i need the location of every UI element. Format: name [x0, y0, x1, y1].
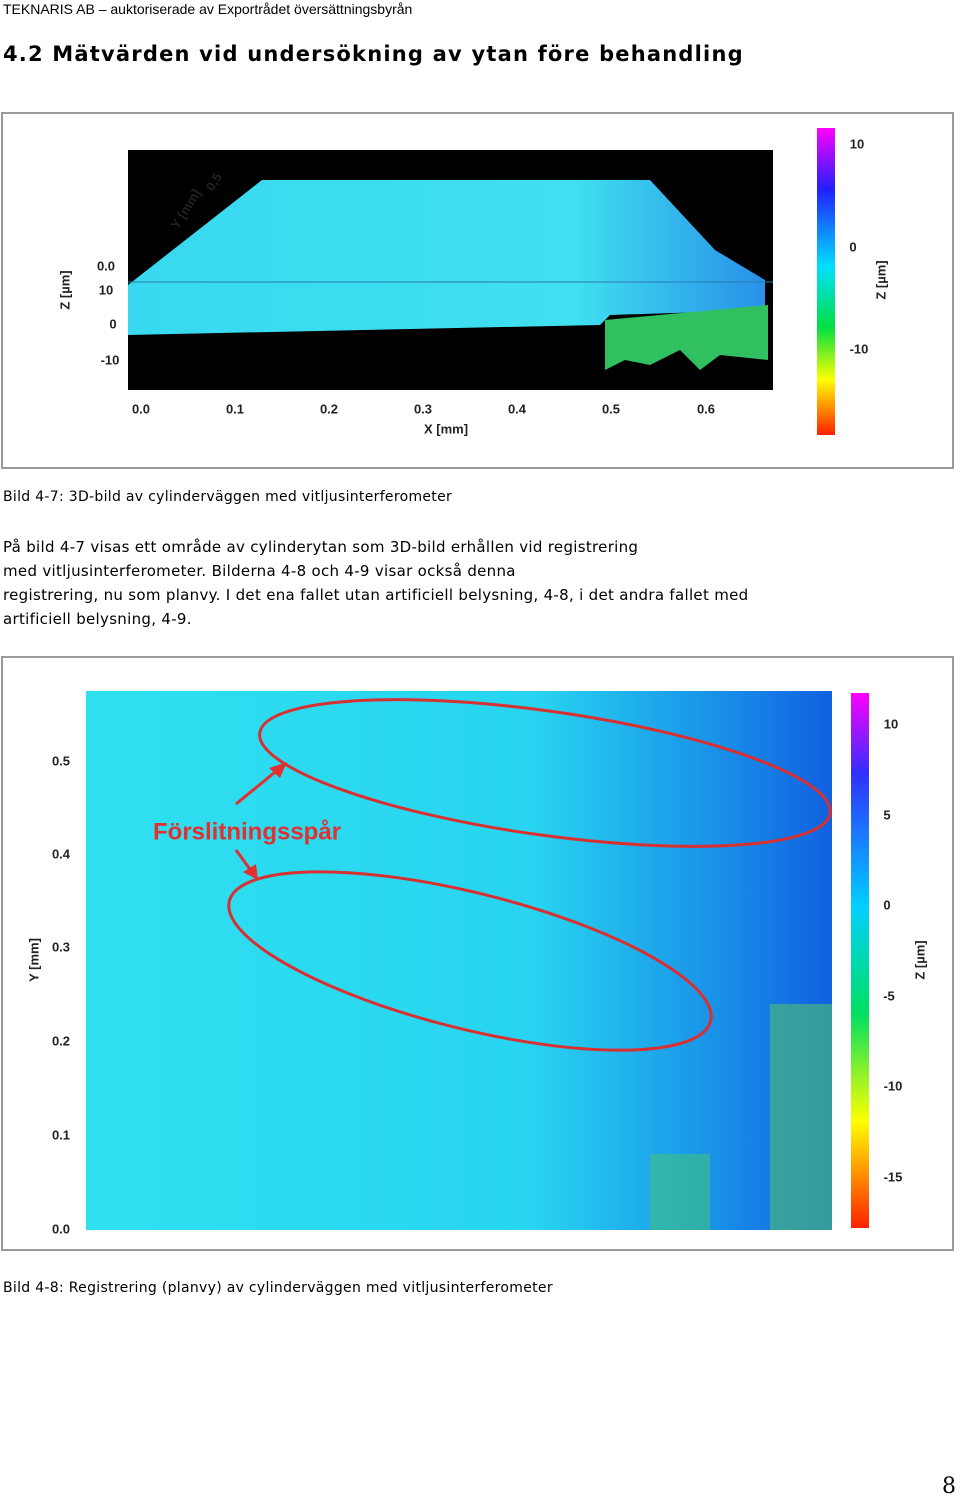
z-tick-label: 10: [99, 282, 113, 297]
figure-3d: 0,5 Y [mm] Z [µm] 0.0 10 0 -10 0.0 0.1 0…: [1, 112, 954, 469]
colorbar: [817, 128, 835, 435]
z-tick-label: 0.0: [97, 258, 115, 273]
x-tick-label: 0.2: [320, 401, 338, 416]
x-tick-label: 0.5: [602, 401, 620, 416]
rough-edge: [770, 1004, 832, 1230]
colorbar-tick-label: 0: [883, 897, 890, 912]
y-tick-label: 0.2: [52, 1033, 70, 1048]
y-tick-label: 0.3: [52, 939, 70, 954]
x-tick-label: 0.0: [132, 401, 150, 416]
figure-planview: Förslitningsspår 0.5 0.4 0.3 0.2 0.1 0.0…: [1, 656, 954, 1251]
header: TEKNARIS AB – auktoriserade av Exportråd…: [3, 1, 413, 17]
paragraph-line: registrering, nu som planvy. I det ena f…: [3, 586, 749, 604]
arrow-head: [243, 864, 258, 880]
z-tick-label: -10: [101, 352, 120, 367]
colorbar-tick-label: -5: [883, 988, 895, 1003]
highlight-ellipse: [227, 870, 713, 1052]
section-title: 4.2 Mätvärden vid undersökning av ytan f…: [3, 42, 744, 66]
colorbar-tick-label: -10: [850, 341, 869, 356]
colorbar-tick-label: 10: [884, 716, 898, 731]
y-tick-label: 0.5: [52, 753, 70, 768]
figure-caption: Bild 4-8: Registrering (planvy) av cylin…: [3, 1280, 553, 1296]
rough-patch: [650, 1154, 710, 1230]
y-tick-label: 0.4: [52, 846, 71, 861]
paragraph-line: artificiell belysning, 4-9.: [3, 610, 192, 628]
colorbar-tick-label: 0: [849, 239, 856, 254]
x-tick-label: 0.4: [508, 401, 527, 416]
y-axis-label: Y [mm]: [26, 938, 41, 982]
x-tick-label: 0.1: [226, 401, 244, 416]
x-tick-label: 0.3: [414, 401, 432, 416]
colorbar: [851, 693, 869, 1228]
arrow-head: [269, 762, 287, 778]
highlight-ellipse: [258, 698, 832, 848]
z-tick-label: 0: [109, 316, 116, 331]
paragraph-line: På bild 4-7 visas ett område av cylinder…: [3, 538, 639, 556]
x-tick-label: 0.6: [697, 401, 715, 416]
colorbar-tick-label: 10: [850, 136, 864, 151]
colorbar-tick-label: -15: [884, 1169, 903, 1184]
paragraph-line: med vitljusinterferometer. Bilderna 4-8 …: [3, 562, 516, 580]
page-number: 8: [942, 1474, 956, 1499]
figure-caption: Bild 4-7: 3D-bild av cylinderväggen med …: [3, 489, 453, 505]
surface: [128, 180, 765, 335]
colorbar-tick-label: -10: [884, 1078, 903, 1093]
y-tick-label: 0.0: [52, 1221, 70, 1236]
plot-area: [86, 691, 832, 1230]
x-axis-label: X [mm]: [424, 421, 468, 436]
z-axis-label: Z [µm]: [57, 270, 72, 309]
arrow: [235, 766, 281, 806]
rough-edge: [605, 305, 768, 370]
colorbar-tick-label: 5: [883, 807, 890, 822]
colorbar-label: Z [µm]: [873, 260, 888, 299]
y-tick-label: 0.1: [52, 1127, 70, 1142]
colorbar-label: Z [µm]: [912, 940, 927, 979]
annotation: Förslitningsspår: [153, 818, 341, 845]
